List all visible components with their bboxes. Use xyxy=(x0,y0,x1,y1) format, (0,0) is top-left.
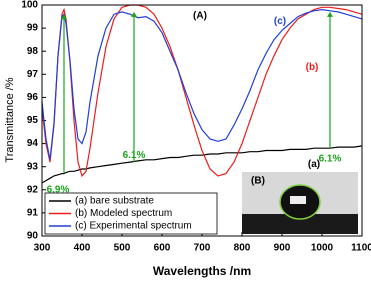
arrow-head xyxy=(327,11,333,17)
y-tick-label: 100 xyxy=(21,0,38,11)
arrow-head xyxy=(131,11,137,17)
y-tick-label: 95 xyxy=(27,115,39,126)
y-tick-label: 92 xyxy=(27,184,39,195)
x-tick-label: 1100 xyxy=(351,243,371,254)
legend-label: (a) bare substrate xyxy=(75,196,154,207)
y-tick-label: 90 xyxy=(27,231,39,242)
annotation: (a) xyxy=(308,159,320,170)
chart-title: (A) xyxy=(193,11,207,22)
x-axis-title: Wavelengths /nm xyxy=(153,264,251,278)
annotation: 6.9% xyxy=(47,184,70,195)
legend-box xyxy=(44,192,218,235)
x-tick-label: 600 xyxy=(154,243,171,254)
y-tick-label: 91 xyxy=(27,208,39,219)
x-tick-label: 500 xyxy=(114,243,131,254)
annotation: (c) xyxy=(274,16,286,27)
series-line xyxy=(41,145,363,184)
inset-label: (B) xyxy=(251,176,265,187)
inset-substrate xyxy=(242,214,358,234)
inset-highlight xyxy=(290,196,306,204)
y-tick-label: 96 xyxy=(27,92,39,103)
y-tick-label: 99 xyxy=(27,23,39,34)
plot-frame xyxy=(41,4,363,237)
y-axis-title: Transmittance /% xyxy=(4,77,16,162)
x-tick-label: 800 xyxy=(234,243,251,254)
y-tick-label: 94 xyxy=(27,138,39,149)
x-tick-label: 400 xyxy=(74,243,91,254)
annotation: 6.1% xyxy=(123,150,146,161)
x-tick-label: 1000 xyxy=(311,243,334,254)
legend-label: (c) Experimental spectrum xyxy=(75,221,192,232)
annotation: 6.1% xyxy=(319,153,342,164)
annotation: (b) xyxy=(306,62,319,73)
y-tick-label: 98 xyxy=(27,46,39,57)
x-tick-label: 900 xyxy=(274,243,291,254)
inset-photo: (B) xyxy=(242,172,358,234)
series-line xyxy=(41,8,363,160)
y-tick-label: 93 xyxy=(27,161,39,172)
series-line xyxy=(41,4,363,178)
x-tick-label: 300 xyxy=(34,243,51,254)
x-tick-label: 700 xyxy=(194,243,211,254)
arrow-head xyxy=(61,14,67,20)
legend-label: (b) Modeled spectrum xyxy=(75,208,172,219)
y-tick-label: 97 xyxy=(27,69,39,80)
